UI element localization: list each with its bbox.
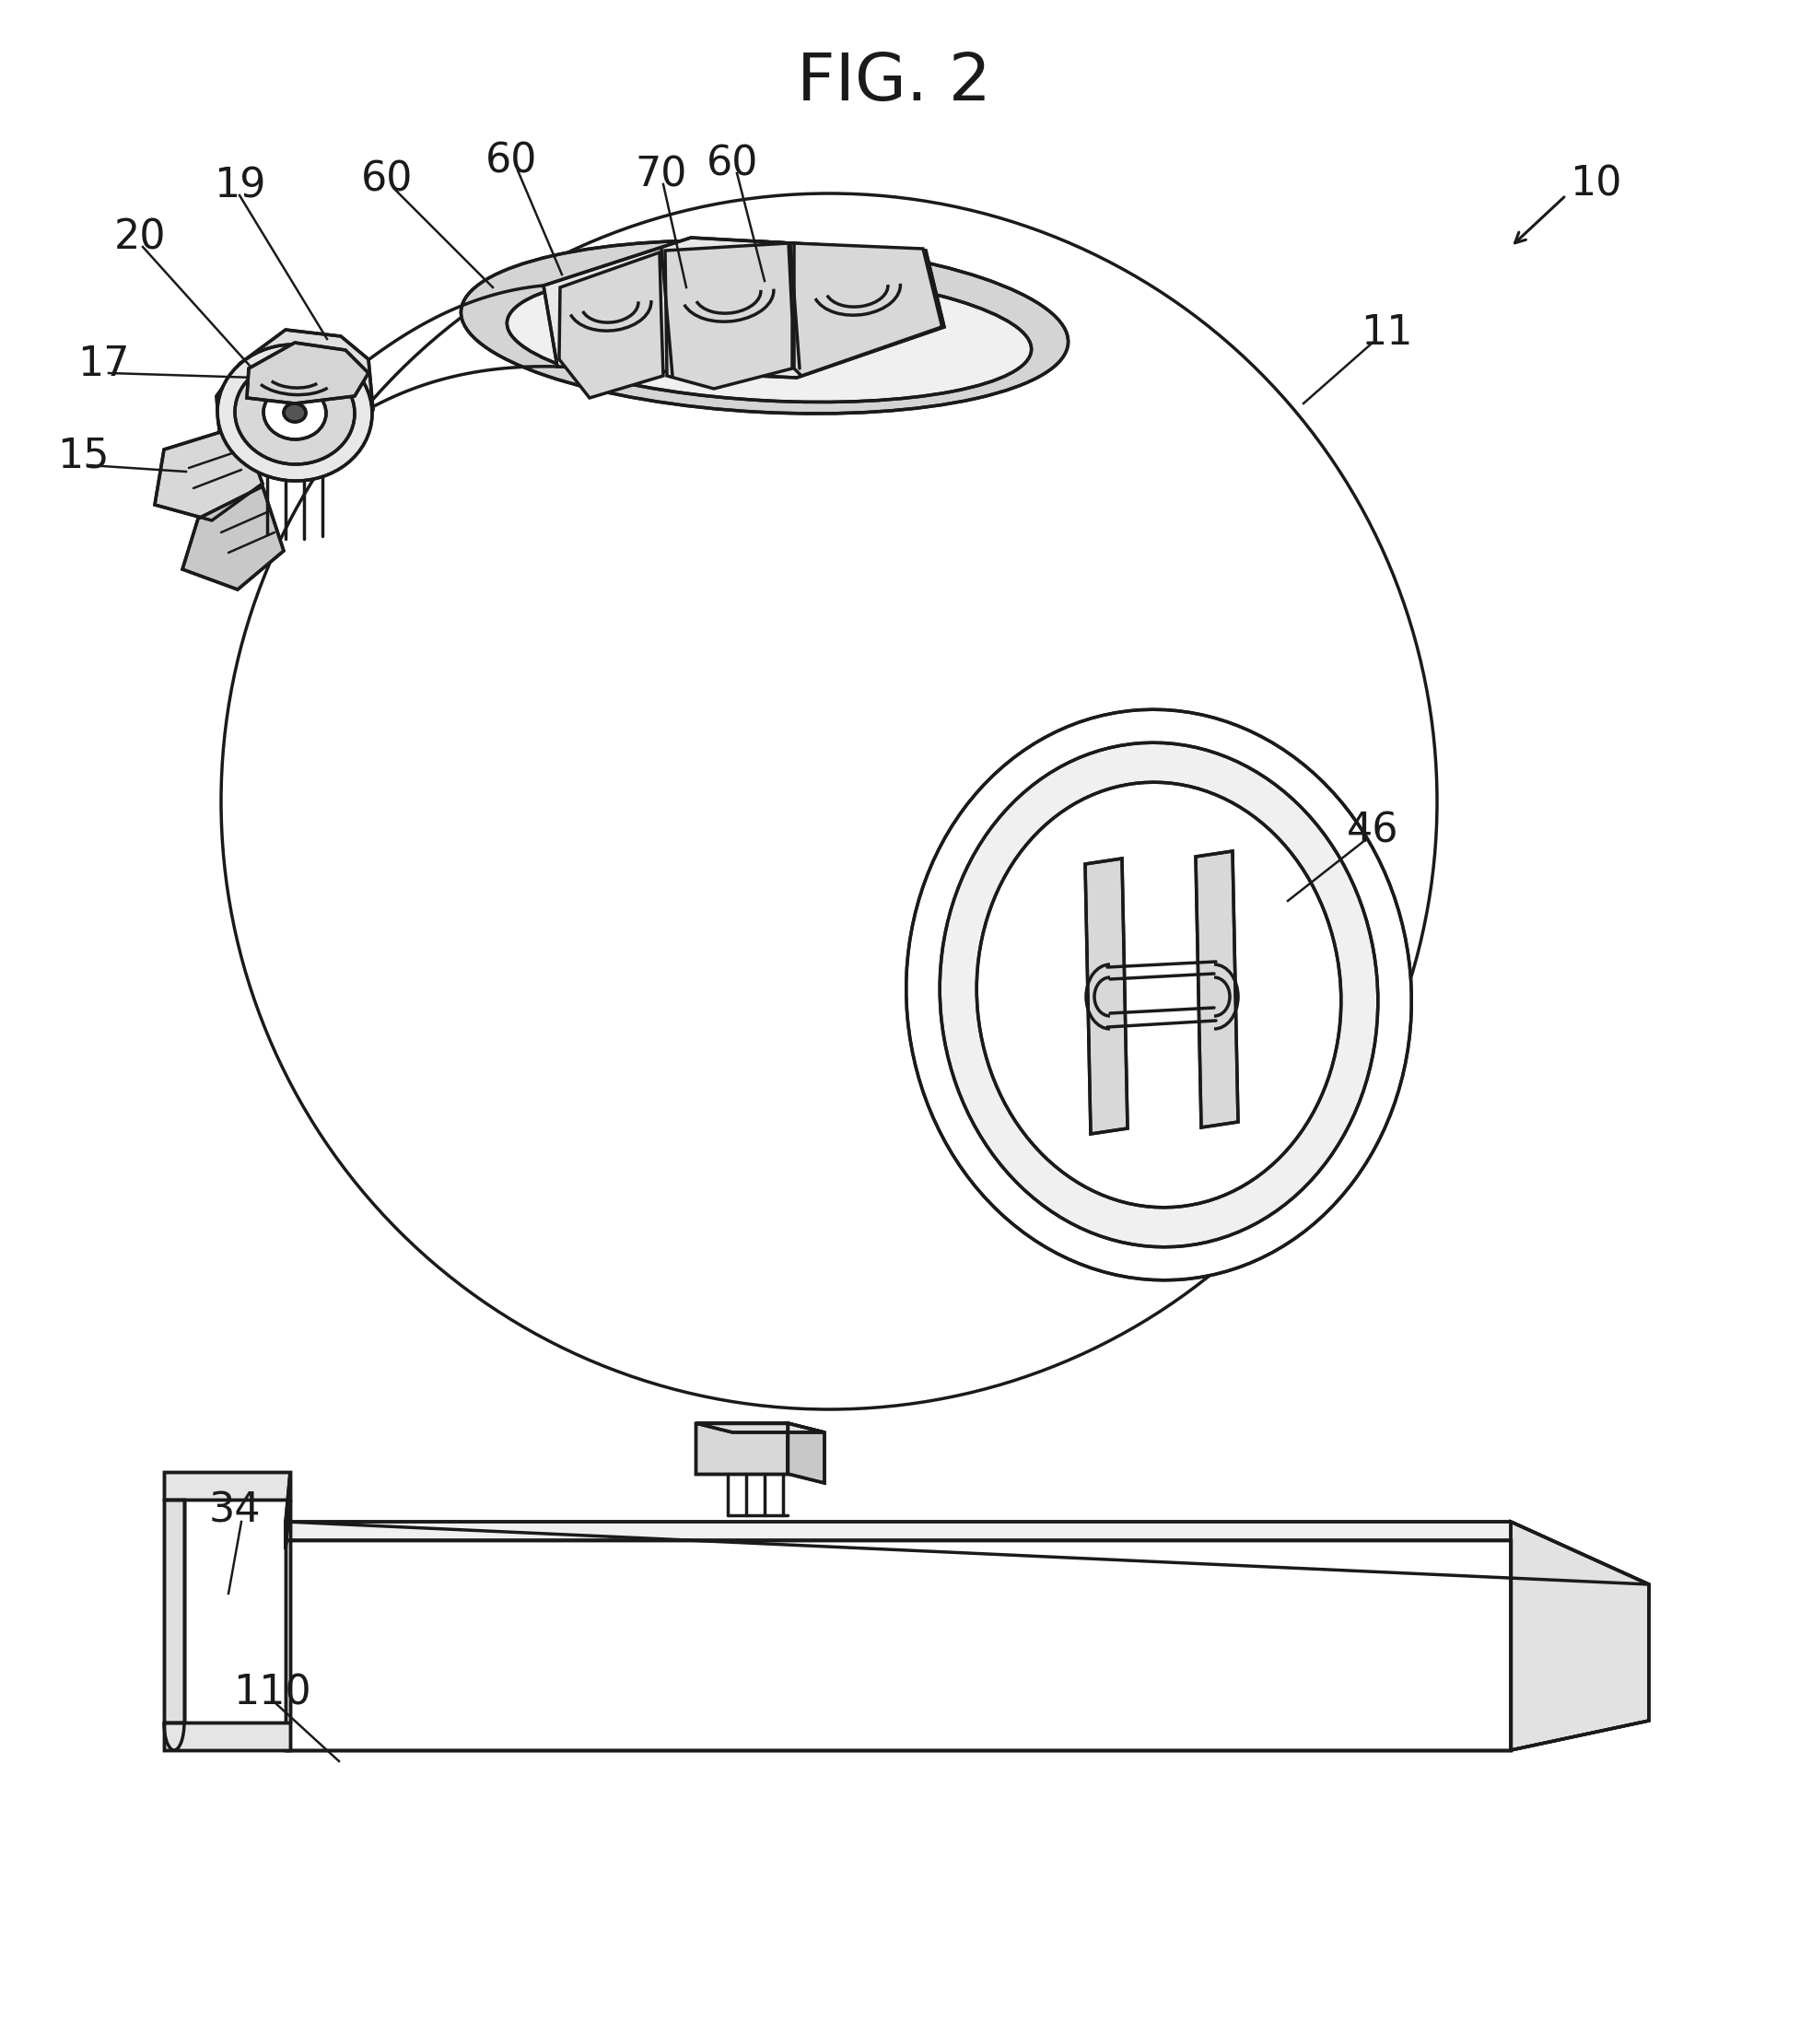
Polygon shape — [788, 1423, 824, 1484]
Polygon shape — [247, 343, 369, 403]
Text: FIG. 2: FIG. 2 — [796, 51, 990, 114]
Text: 60: 60 — [360, 159, 412, 200]
Ellipse shape — [977, 783, 1341, 1208]
Text: 17: 17 — [77, 343, 130, 384]
Polygon shape — [560, 251, 662, 399]
Text: 46: 46 — [1346, 811, 1399, 850]
Text: 10: 10 — [1570, 164, 1622, 204]
Text: 70: 70 — [635, 155, 688, 194]
Polygon shape — [216, 329, 373, 462]
Ellipse shape — [940, 742, 1379, 1247]
Polygon shape — [1195, 850, 1238, 1128]
Text: 19: 19 — [214, 166, 266, 206]
Text: 60: 60 — [706, 145, 758, 184]
Text: 11: 11 — [1361, 313, 1413, 354]
Polygon shape — [164, 1723, 290, 1750]
Polygon shape — [695, 1423, 824, 1433]
Polygon shape — [286, 1521, 1649, 1602]
Text: 60: 60 — [486, 141, 536, 182]
Polygon shape — [1510, 1521, 1649, 1750]
Text: 20: 20 — [113, 219, 166, 258]
Polygon shape — [1085, 858, 1127, 1134]
Ellipse shape — [461, 241, 1067, 413]
Polygon shape — [794, 243, 941, 376]
Polygon shape — [544, 237, 945, 378]
Ellipse shape — [221, 194, 1436, 1408]
Ellipse shape — [263, 386, 326, 439]
Text: 15: 15 — [58, 435, 110, 476]
Polygon shape — [286, 1472, 290, 1549]
Text: 110: 110 — [232, 1674, 311, 1713]
Ellipse shape — [508, 270, 1031, 403]
Ellipse shape — [218, 345, 373, 480]
Polygon shape — [182, 486, 284, 589]
Polygon shape — [164, 1500, 184, 1723]
Ellipse shape — [284, 403, 306, 421]
Ellipse shape — [236, 362, 355, 464]
Ellipse shape — [905, 709, 1411, 1280]
Polygon shape — [286, 1539, 1510, 1750]
Text: 34: 34 — [209, 1490, 261, 1531]
Polygon shape — [155, 425, 263, 521]
Polygon shape — [695, 1423, 788, 1474]
Polygon shape — [664, 243, 792, 388]
Polygon shape — [164, 1472, 290, 1500]
